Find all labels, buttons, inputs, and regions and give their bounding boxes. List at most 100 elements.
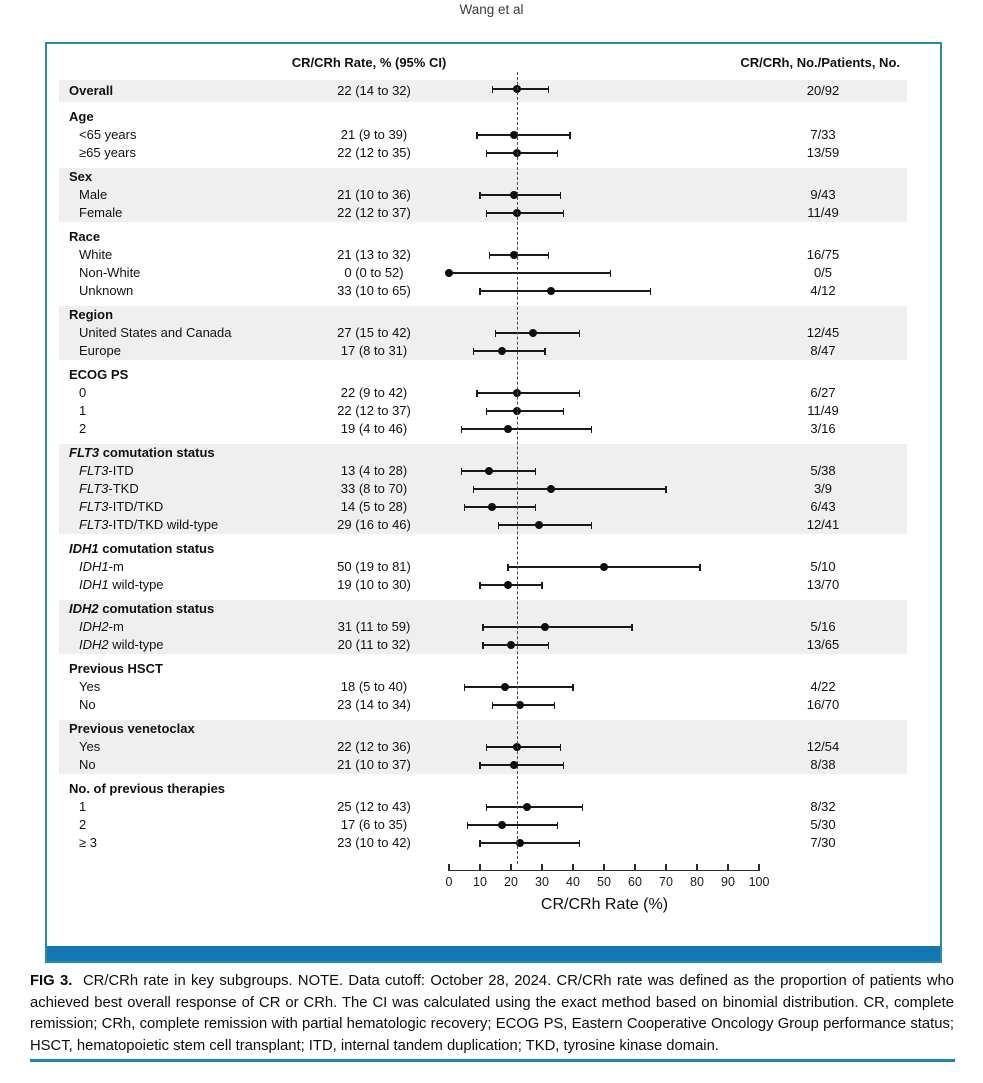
row-count: 7/33 [810,127,836,142]
row-ci-value: 29 (16 to 46) [337,517,411,532]
row-count: 16/75 [806,247,840,262]
ci-endcap-high [544,347,546,355]
point-estimate-marker [516,701,525,709]
point-estimate-marker [600,563,608,571]
ci-endcap-low [485,803,487,811]
ci-whisker [486,152,558,154]
ci-endcap-low [485,149,487,157]
row-count: 9/43 [810,187,836,202]
group-header-row: Sex [59,168,907,186]
ci-endcap-low [473,347,475,355]
point-estimate-marker [485,467,494,475]
table-row: <65 years 21 (9 to 39) 7/33 [59,126,907,144]
group-block: Region United States and Canada 27 (15 to … [59,306,907,360]
row-count: 13/59 [806,145,840,160]
ci-endcap-high [547,251,549,259]
row-label: <65 years [79,127,137,142]
group-header-row: Previous HSCT [59,660,907,678]
ci-endcap-low [473,485,475,493]
ci-endcap-low [479,581,481,589]
axis-tick [758,864,760,871]
axis-tick-label: 60 [628,875,642,889]
ci-endcap-low [479,761,481,769]
forest-plot-cell [449,126,759,144]
row-label: Non-White [79,265,141,280]
group-block: FLT3 comutation status FLT3-ITD 13 (4 to 2… [59,444,907,534]
row-label: FLT3-ITD [79,463,134,478]
row-label: IDH1 wild-type [79,577,164,592]
forest-plot-cell [449,144,759,162]
group-block: No. of previous therapies 1 25 (12 to 43) 8… [59,780,907,852]
group-header-label: IDH2 comutation status [69,601,215,616]
ci-whisker [461,428,592,430]
ci-endcap-low [488,251,490,259]
axis-tick [696,864,698,871]
axis-tick-label: 10 [473,875,487,889]
point-estimate-marker [522,803,531,811]
caption-tag: FIG 3. [30,973,73,989]
row-count: 5/38 [810,463,836,478]
row-count: 5/10 [810,559,836,574]
row-count: 13/65 [806,637,840,652]
ci-endcap-low [466,821,469,829]
row-count: 8/32 [810,799,836,814]
forest-plot-cell [449,834,759,852]
figure-footer-bar [47,946,940,961]
row-ci-value: 22 (12 to 37) [337,403,411,418]
ci-endcap-low [507,563,509,571]
ci-endcap-high [559,743,562,751]
group-header-row: Age [59,108,907,126]
ci-whisker [483,626,632,628]
ci-endcap-high [556,821,559,829]
point-estimate-marker [510,131,519,139]
group-header-label: Race [69,229,101,244]
ci-whisker [464,686,573,688]
row-label: Yes [79,679,101,694]
ci-whisker [473,488,666,490]
table-row: No 21 (10 to 37) 8/38 [59,756,907,774]
group-header-row: IDH1 comutation status [59,540,907,558]
point-estimate-marker [510,191,519,199]
row-label: 2 [79,817,87,832]
point-estimate-marker [541,623,550,631]
group-block: IDH1 comutation status IDH1-m 50 (19 to 81… [59,540,907,594]
row-ci-value: 27 (15 to 42) [337,325,411,340]
row-label: Yes [79,739,101,754]
axis-tick [448,864,450,871]
ci-whisker [461,470,536,472]
axis-tick-label: 30 [535,875,549,889]
row-ci-value: 20 (11 to 32) [337,637,411,652]
ci-whisker [486,212,564,214]
row-ci-value: 31 (11 to 59) [337,619,411,634]
forest-plot-cell [449,738,759,756]
table-row: FLT3-TKD 33 (8 to 70) 3/9 [59,480,907,498]
axis-tick [541,864,543,871]
ci-whisker [486,806,583,808]
row-ci-value: 19 (10 to 30) [337,577,411,592]
group-block: Previous venetoclax Yes 22 (12 to 36) 12/54… [59,720,907,774]
point-estimate-marker [547,485,556,493]
row-ci-value: 21 (9 to 39) [340,127,408,142]
row-ci-value: 21 (10 to 37) [337,757,411,772]
row-ci-value: 21 (10 to 36) [337,187,411,202]
ci-endcap-low [479,839,481,847]
ci-endcap-high [563,209,565,217]
axis-tick-label: 0 [445,875,453,889]
forest-plot-cell [449,816,759,834]
row-count: 4/22 [810,679,836,694]
axis-tick-label: 100 [748,875,770,889]
forest-plot-cell [449,402,759,420]
ci-endcap-low [491,85,494,93]
running-head: Wang et al [459,2,524,17]
ci-endcap-low [491,701,494,709]
ci-endcap-high [609,269,611,277]
row-ci-value: 33 (10 to 65) [337,283,411,298]
ci-endcap-high [553,701,556,709]
row-ci-value: 33 (8 to 70) [340,481,408,496]
ci-whisker [464,506,536,508]
ci-endcap-high [541,581,543,589]
ci-whisker [476,392,580,394]
forest-plot-cell [449,324,759,342]
axis-tick [727,864,729,871]
table-row: ≥ 3 23 (10 to 42) 7/30 [59,834,907,852]
